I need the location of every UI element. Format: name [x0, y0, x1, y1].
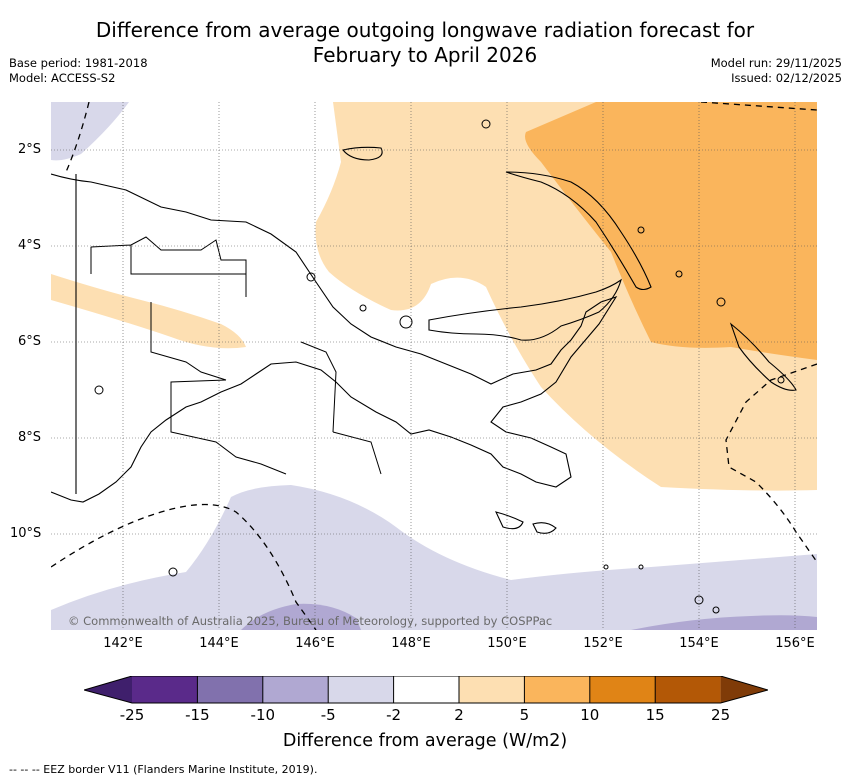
colorbar — [84, 676, 768, 704]
eez-border — [51, 102, 817, 630]
coastline-new-ireland — [505, 171, 652, 291]
colorbar-segment-8 — [589, 676, 656, 703]
coastline-new-guinea — [51, 173, 618, 503]
colorbar-tick: -2 — [386, 706, 402, 724]
lat-label-2s: 2°S — [18, 142, 42, 157]
lon-label-150e: 150°E — [487, 636, 527, 651]
colorbar-segment-4 — [328, 676, 394, 703]
anomaly-region-pos-mid — [525, 102, 817, 360]
graticule — [51, 102, 817, 630]
lon-label-148e: 148°E — [391, 636, 431, 651]
lat-label-4s: 4°S — [18, 238, 42, 253]
model-run: Model run: 29/11/2025 — [710, 56, 842, 70]
lon-label-154e: 154°E — [679, 636, 719, 651]
copyright-notice: © Commonwealth of Australia 2025, Bureau… — [68, 614, 553, 628]
land-outlines — [51, 146, 797, 534]
colorbar-segment-9 — [655, 676, 721, 703]
coastline-d-entrecasteaux — [495, 511, 557, 534]
coastline-manus — [342, 146, 383, 161]
chart-title: Difference from average outgoing longwav… — [0, 18, 850, 68]
forecast-map — [51, 102, 817, 630]
lon-label-142e: 142°E — [103, 636, 143, 651]
title-line-2: February to April 2026 — [312, 43, 538, 67]
model-name: Model: ACCESS-S2 — [9, 71, 116, 85]
lon-label-144e: 144°E — [199, 636, 239, 651]
anomaly-region-neg-mid-2 — [631, 615, 817, 630]
coastline-bougainville — [729, 322, 797, 391]
lon-label-152e: 152°E — [583, 636, 623, 651]
colorbar-segment-6 — [459, 676, 525, 703]
colorbar-tick: 25 — [711, 706, 731, 724]
meta-left: Base period: 1981-2018 Model: ACCESS-S2 — [9, 56, 148, 86]
colorbar-outline — [84, 676, 768, 704]
colorbar-segment-5 — [393, 676, 459, 703]
colorbar-tick: -10 — [250, 706, 276, 724]
colorbar-title: Difference from average (W/m2) — [282, 731, 568, 751]
colorbar-segment-7 — [524, 676, 590, 703]
colorbar-tick: 15 — [645, 706, 665, 724]
lat-label-8s: 8°S — [18, 430, 42, 445]
colorbar-segment-3 — [262, 676, 329, 703]
colorbar-tick: 5 — [519, 706, 530, 724]
province-borders — [90, 236, 382, 475]
lon-label-156e: 156°E — [775, 636, 815, 651]
lat-label-10s: 10°S — [10, 526, 42, 541]
issued-date: Issued: 02/12/2025 — [731, 71, 842, 85]
base-period: Base period: 1981-2018 — [9, 56, 148, 70]
lat-label-6s: 6°S — [18, 334, 42, 349]
anomaly-region-neg-light-south — [51, 485, 817, 630]
colorbar-segment-1 — [132, 676, 198, 703]
anomaly-region-neg-light-nw — [51, 102, 129, 161]
colorbar-tick: 2 — [454, 706, 464, 724]
meta-right: Model run: 29/11/2025 Issued: 02/12/2025 — [711, 56, 842, 86]
lon-label-146e: 146°E — [295, 636, 335, 651]
coastline-new-britain — [428, 278, 622, 341]
colorbar-segment-extend-high — [720, 676, 768, 703]
colorbar-tick: -5 — [320, 706, 336, 724]
colorbar-segment-extend-low — [84, 676, 132, 703]
eez-footnote: -- -- -- EEZ border V11 (Flanders Marine… — [9, 763, 318, 776]
colorbar-tick: -25 — [119, 706, 145, 724]
colorbar-segment-2 — [197, 676, 263, 703]
colorbar-tick: -15 — [185, 706, 210, 724]
anomaly-region-pos-light-west — [51, 274, 246, 349]
title-line-1: Difference from average outgoing longwav… — [95, 18, 755, 42]
anomaly-region-neg-mid-1 — [241, 603, 361, 630]
colorbar-tick: 10 — [580, 706, 600, 724]
